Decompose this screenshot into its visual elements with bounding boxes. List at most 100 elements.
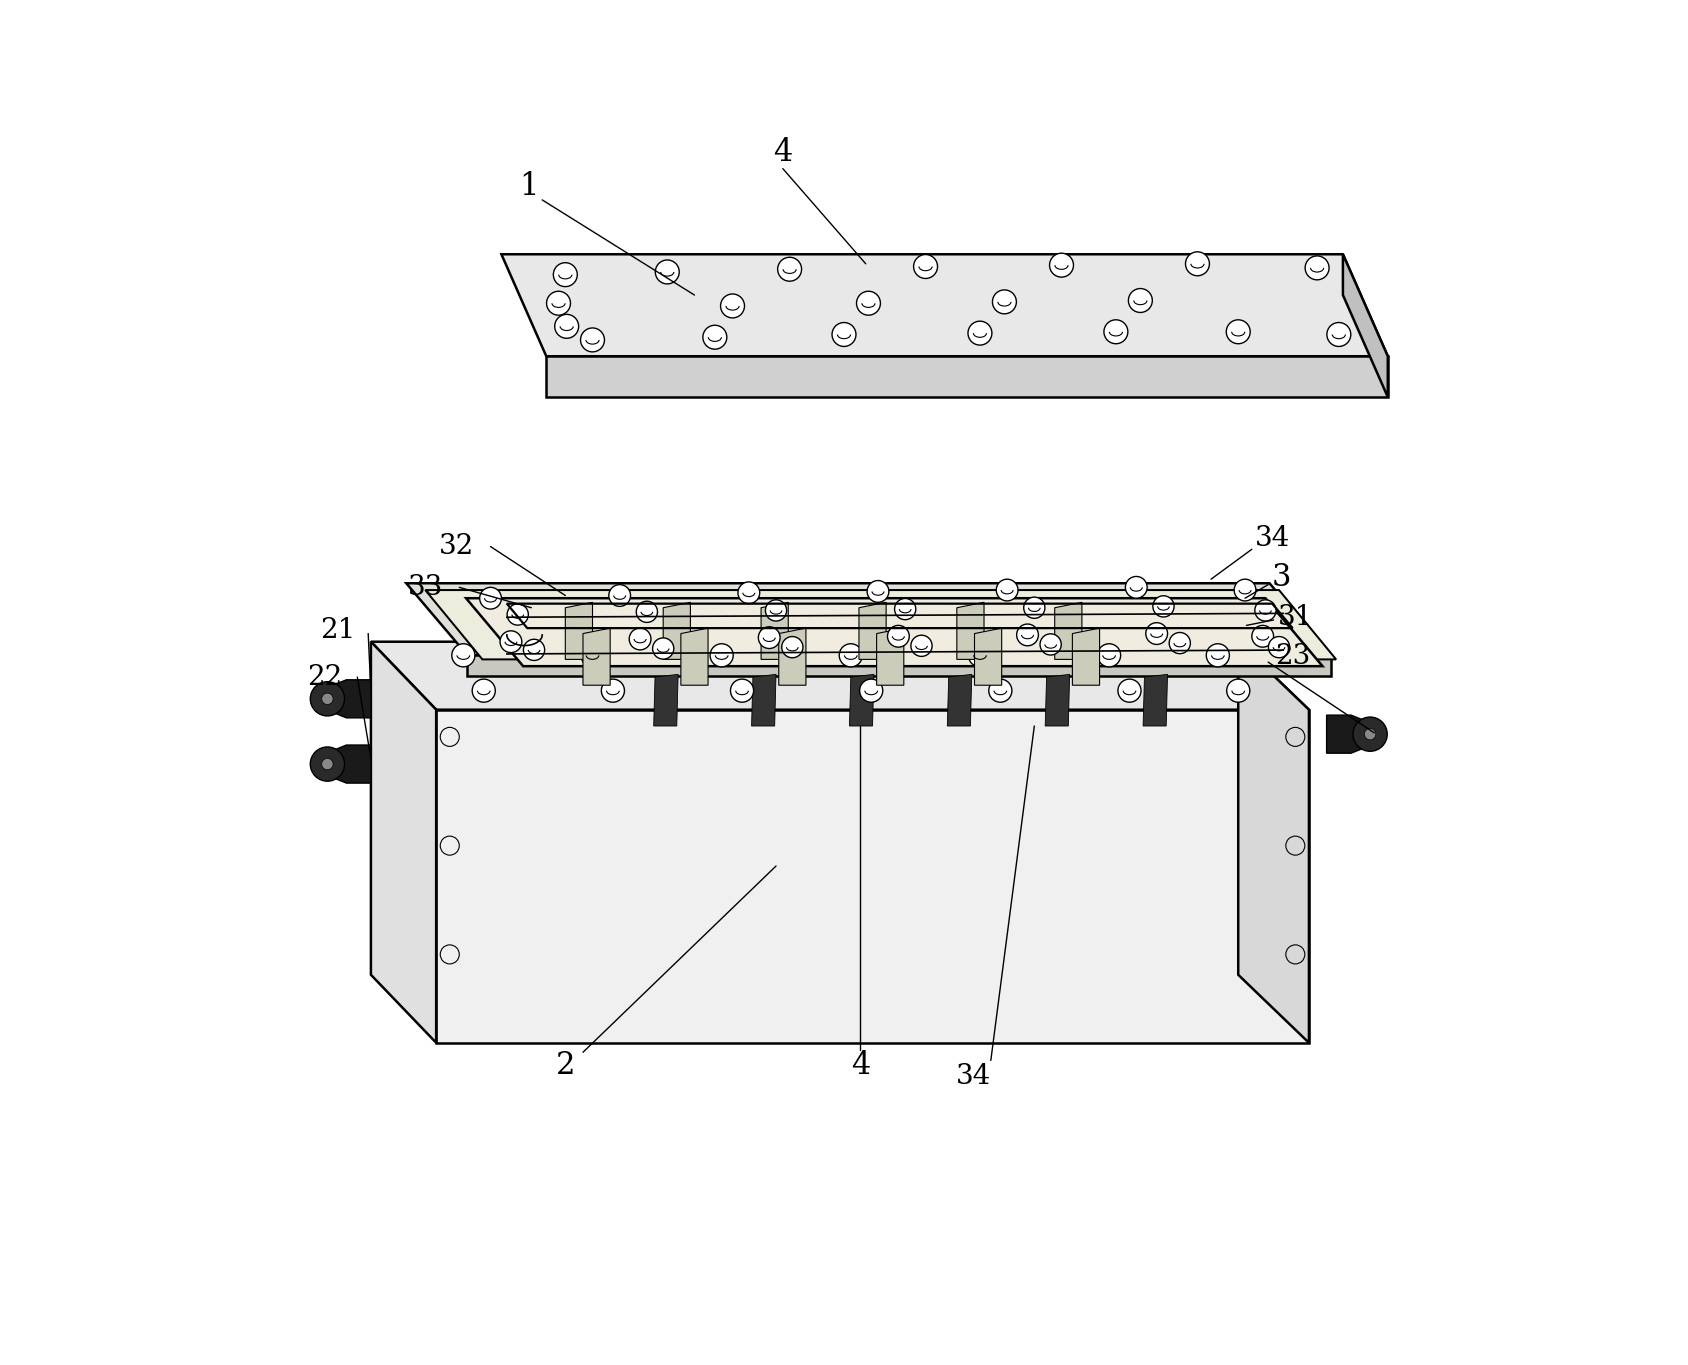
- Circle shape: [555, 314, 579, 339]
- Circle shape: [523, 639, 545, 661]
- Circle shape: [322, 693, 333, 704]
- Text: 34: 34: [1254, 526, 1290, 551]
- Circle shape: [609, 584, 631, 606]
- Circle shape: [1268, 636, 1290, 658]
- Circle shape: [888, 625, 910, 647]
- Circle shape: [1023, 597, 1045, 618]
- Circle shape: [839, 644, 863, 667]
- Circle shape: [738, 581, 760, 603]
- Circle shape: [554, 262, 577, 287]
- Circle shape: [1040, 633, 1062, 655]
- Circle shape: [1016, 624, 1038, 646]
- Text: 4: 4: [851, 1050, 869, 1081]
- Circle shape: [782, 636, 803, 658]
- Circle shape: [721, 293, 744, 318]
- Text: 3: 3: [1273, 562, 1291, 594]
- Circle shape: [581, 328, 604, 352]
- Circle shape: [1185, 251, 1209, 276]
- Polygon shape: [436, 710, 1308, 1043]
- Text: 23: 23: [1274, 643, 1310, 670]
- Polygon shape: [974, 628, 1001, 685]
- Circle shape: [913, 254, 937, 278]
- Circle shape: [322, 759, 333, 770]
- Circle shape: [996, 579, 1018, 601]
- Circle shape: [547, 291, 571, 315]
- Text: 2: 2: [555, 1050, 576, 1081]
- Circle shape: [1234, 579, 1256, 601]
- Circle shape: [1354, 717, 1388, 751]
- Circle shape: [989, 680, 1011, 702]
- Circle shape: [1225, 319, 1251, 344]
- Circle shape: [702, 325, 728, 349]
- Circle shape: [969, 644, 991, 667]
- Circle shape: [1153, 595, 1175, 617]
- Circle shape: [912, 635, 932, 657]
- Polygon shape: [876, 628, 903, 685]
- Polygon shape: [1072, 628, 1099, 685]
- Polygon shape: [466, 598, 1322, 666]
- Polygon shape: [663, 602, 690, 659]
- Polygon shape: [425, 590, 1337, 659]
- Circle shape: [506, 603, 528, 625]
- Circle shape: [581, 644, 604, 667]
- Polygon shape: [957, 602, 984, 659]
- Polygon shape: [849, 674, 874, 726]
- Polygon shape: [778, 628, 805, 685]
- Circle shape: [1227, 680, 1249, 702]
- Polygon shape: [1045, 674, 1070, 726]
- Circle shape: [311, 681, 344, 715]
- Circle shape: [967, 321, 993, 345]
- Polygon shape: [751, 674, 776, 726]
- Circle shape: [1128, 288, 1153, 313]
- Circle shape: [473, 680, 495, 702]
- Circle shape: [1252, 625, 1273, 647]
- Text: 22: 22: [307, 663, 343, 691]
- Circle shape: [1207, 644, 1229, 667]
- Circle shape: [765, 599, 787, 621]
- Text: 4: 4: [773, 136, 792, 168]
- Circle shape: [1117, 680, 1141, 702]
- Polygon shape: [501, 254, 1388, 356]
- Circle shape: [653, 637, 674, 659]
- Polygon shape: [680, 628, 707, 685]
- Polygon shape: [1327, 715, 1371, 753]
- Circle shape: [500, 631, 522, 652]
- Circle shape: [636, 601, 658, 622]
- Polygon shape: [371, 642, 436, 1043]
- Circle shape: [452, 644, 474, 667]
- Circle shape: [1050, 253, 1074, 277]
- Circle shape: [856, 291, 881, 315]
- Polygon shape: [859, 602, 886, 659]
- Polygon shape: [407, 583, 1330, 655]
- Text: 33: 33: [408, 573, 442, 601]
- Polygon shape: [468, 655, 1330, 676]
- Polygon shape: [327, 745, 371, 784]
- Circle shape: [1104, 319, 1128, 344]
- Circle shape: [479, 587, 501, 609]
- Circle shape: [711, 644, 733, 667]
- Circle shape: [1327, 322, 1350, 347]
- Circle shape: [1146, 622, 1168, 644]
- Polygon shape: [547, 356, 1388, 397]
- Circle shape: [859, 680, 883, 702]
- Circle shape: [1126, 576, 1148, 598]
- Circle shape: [1254, 599, 1276, 621]
- Circle shape: [1364, 729, 1376, 740]
- Text: 32: 32: [439, 534, 474, 560]
- Circle shape: [655, 259, 679, 284]
- Circle shape: [895, 598, 917, 620]
- Polygon shape: [327, 680, 371, 718]
- Circle shape: [1097, 644, 1121, 667]
- Text: 34: 34: [955, 1063, 991, 1091]
- Polygon shape: [1239, 642, 1308, 1043]
- Circle shape: [993, 289, 1016, 314]
- Polygon shape: [1344, 254, 1388, 397]
- Polygon shape: [1143, 674, 1168, 726]
- Polygon shape: [582, 628, 609, 685]
- Polygon shape: [947, 674, 972, 726]
- Text: 31: 31: [1278, 603, 1313, 631]
- Circle shape: [758, 627, 780, 648]
- Circle shape: [630, 628, 652, 650]
- Circle shape: [868, 580, 890, 602]
- Text: 1: 1: [518, 171, 538, 202]
